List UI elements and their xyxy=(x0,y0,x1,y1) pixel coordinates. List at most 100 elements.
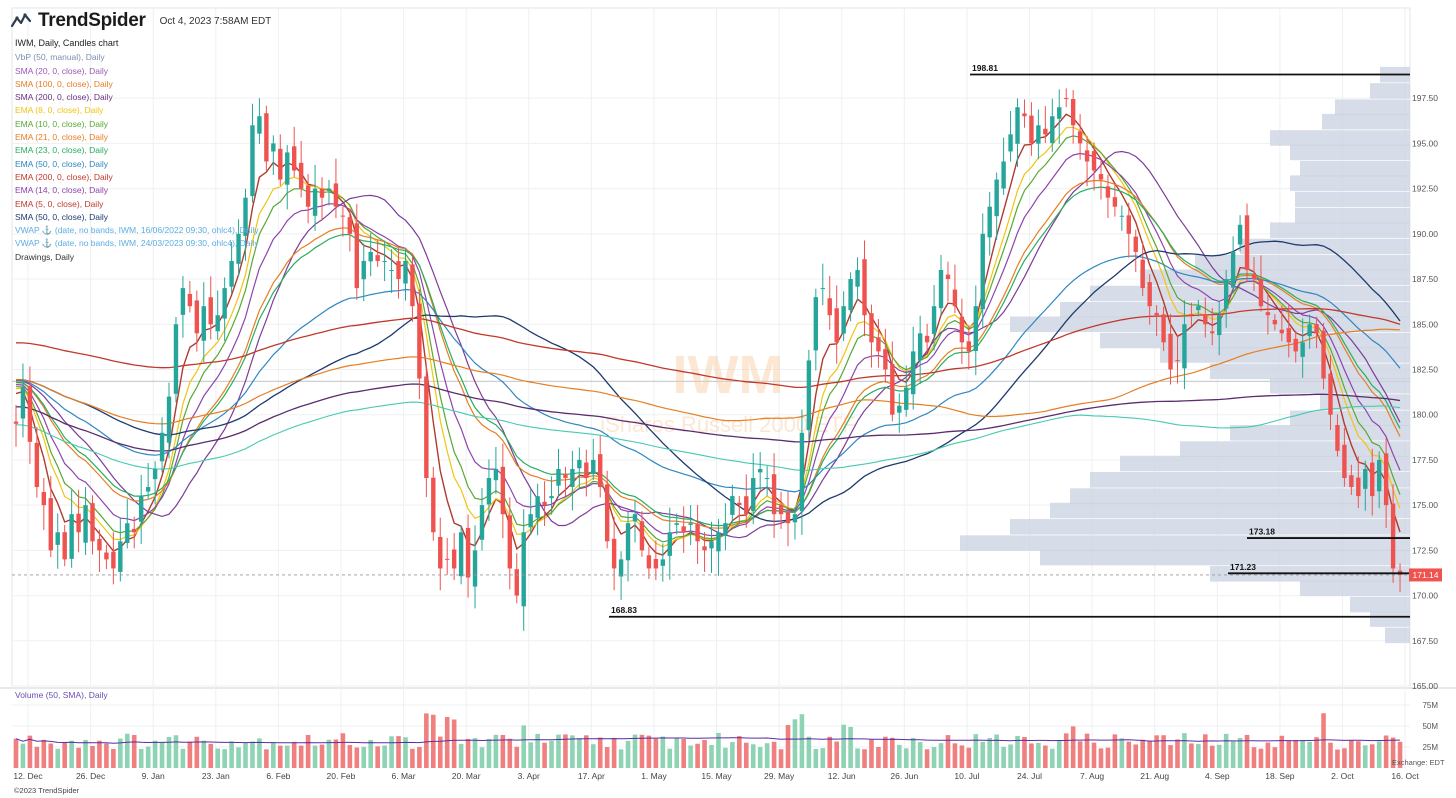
volume-bar xyxy=(1397,741,1403,768)
candle-body xyxy=(1196,306,1201,311)
date-tick-label: 7. Aug xyxy=(1080,771,1104,781)
candle-body xyxy=(1154,312,1159,316)
volume-bar xyxy=(723,747,728,768)
legend-item[interactable]: SMA (200, 0, close), Daily xyxy=(15,92,113,103)
date-tick-label: 16. Oct xyxy=(1391,771,1419,781)
legend-item[interactable]: EMA (23, 0, close), Daily xyxy=(15,145,109,156)
volume-bar xyxy=(20,743,26,768)
candle-body xyxy=(744,496,749,515)
volume-bar xyxy=(124,733,130,768)
candle-body xyxy=(97,538,102,551)
candle-body xyxy=(458,532,464,577)
candle-body xyxy=(618,559,624,577)
volume-bar xyxy=(291,741,297,768)
date-tick-label: 18. Sep xyxy=(1265,771,1295,781)
candle-body xyxy=(257,116,262,134)
legend-item[interactable]: EMA (21, 0, close), Daily xyxy=(15,132,109,143)
legend-item[interactable]: EMA (14, 0, close), Daily xyxy=(15,185,109,196)
vbp-bar xyxy=(1230,425,1410,441)
volume-bar xyxy=(896,744,902,768)
volume-bar xyxy=(750,744,756,768)
candle-body xyxy=(994,179,999,217)
candle-body xyxy=(1126,215,1131,234)
volume-bar xyxy=(1036,742,1041,768)
legend-item[interactable]: VWAP ⚓ (date, no bands, IWM, 16/06/2022 … xyxy=(15,225,259,236)
volume-bar xyxy=(535,733,540,768)
volume-bar xyxy=(236,747,241,768)
volume-bar xyxy=(1022,737,1027,768)
candle-body xyxy=(820,288,825,290)
candle-body xyxy=(855,270,860,287)
candle-body xyxy=(1147,282,1152,307)
candle-body xyxy=(152,468,158,480)
volume-bar xyxy=(910,737,916,768)
volume-bar xyxy=(834,741,839,768)
candle-body xyxy=(1119,215,1125,217)
volume-bar xyxy=(813,748,819,768)
candle-body xyxy=(1293,338,1298,352)
volume-bar xyxy=(159,742,165,768)
volume-bar xyxy=(55,748,61,768)
legend-item[interactable]: VWAP ⚓ (date, no bands, IWM, 24/03/2023 … xyxy=(15,238,259,249)
volume-bar xyxy=(354,747,360,768)
trendspider-logo-icon xyxy=(10,13,32,28)
volume-bar xyxy=(1328,742,1333,768)
candle-body xyxy=(361,260,366,280)
volume-bar xyxy=(152,740,158,768)
volume-bar xyxy=(653,738,659,768)
legend-item[interactable]: SMA (50, 0, close), Daily xyxy=(15,211,109,222)
candle-body xyxy=(194,300,200,334)
legend-item[interactable]: EMA (50, 0, close), Daily xyxy=(15,158,109,169)
date-tick-label: 26. Jun xyxy=(890,771,918,781)
candle-body xyxy=(347,217,353,234)
volume-bar xyxy=(618,749,624,768)
legend-item[interactable]: VbP (50, manual), Daily xyxy=(15,52,105,63)
volume-bar xyxy=(229,741,234,768)
candle-body xyxy=(556,468,561,486)
candle-body xyxy=(1349,475,1354,488)
candle-body xyxy=(869,313,874,343)
candle-body xyxy=(1050,116,1055,144)
volume-bar xyxy=(681,739,686,768)
candle-body xyxy=(771,474,777,515)
price-tick-label: 182.50 xyxy=(1412,364,1438,374)
volume-bar xyxy=(243,742,248,768)
volume-bar xyxy=(1070,726,1076,768)
price-tick-label: 180.00 xyxy=(1412,410,1438,420)
volume-bar xyxy=(486,738,492,768)
price-tick-label: 170.00 xyxy=(1412,591,1438,601)
level-label: 168.83 xyxy=(611,605,637,615)
candle-body xyxy=(514,569,519,596)
volume-bar xyxy=(1265,742,1271,768)
candle-body xyxy=(799,432,805,512)
candle-body xyxy=(368,251,373,262)
vbp-bar xyxy=(1270,130,1410,146)
candle-body xyxy=(1307,324,1312,337)
legend-item[interactable]: SMA (100, 0, close), Daily xyxy=(15,78,113,89)
legend-item[interactable]: EMA (8, 0, close), Daily xyxy=(15,105,104,116)
candle-body xyxy=(166,396,172,443)
legend-item[interactable]: SMA (20, 0, close), Daily xyxy=(15,65,109,76)
volume-bar xyxy=(97,740,102,768)
candle-body xyxy=(13,421,19,424)
legend-item[interactable]: EMA (200, 0, close), Daily xyxy=(15,171,113,182)
vbp-bar xyxy=(1370,611,1410,627)
volume-bars xyxy=(13,713,1403,768)
legend-item[interactable]: EMA (5, 0, close), Daily xyxy=(15,198,104,209)
volume-bar xyxy=(1216,744,1222,768)
legend-item[interactable]: EMA (10, 0, close), Daily xyxy=(15,118,109,129)
legend-item[interactable]: Drawings, Daily xyxy=(15,251,75,262)
volume-sma-line xyxy=(15,737,1401,744)
candle-body xyxy=(917,333,923,361)
volume-bar xyxy=(1390,737,1396,768)
volume-bar xyxy=(1175,739,1180,768)
candle-body xyxy=(264,113,269,162)
candle-body xyxy=(952,289,958,307)
candle-body xyxy=(931,306,937,334)
candle-body xyxy=(1363,468,1368,489)
candle-body xyxy=(173,324,179,394)
candle-body xyxy=(890,363,895,415)
candle-body xyxy=(1314,324,1319,334)
volume-bar xyxy=(1230,741,1236,768)
